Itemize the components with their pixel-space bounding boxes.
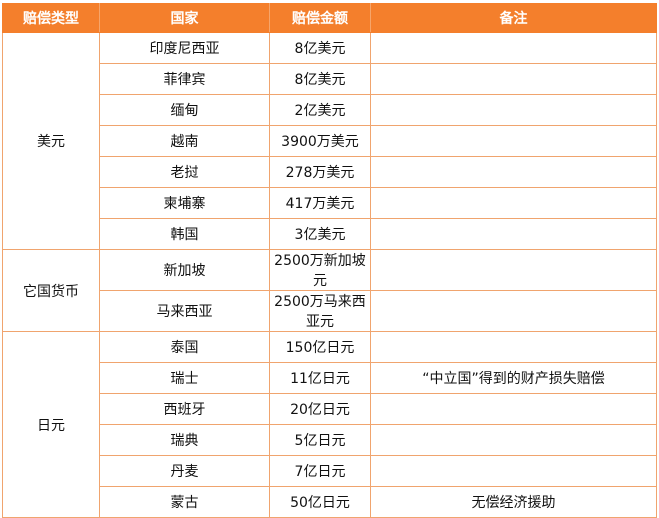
reparations-table: 赔偿类型 国家 赔偿金额 备注 美元 印度尼西亚 8亿美元 菲律宾 8亿美元 缅… (2, 3, 657, 518)
header-type: 赔偿类型 (2, 3, 100, 33)
table-row: 西班牙 20亿日元 (3, 393, 657, 425)
amount-cell: 3900万美元 (269, 125, 371, 157)
amount-cell: 3亿美元 (269, 218, 371, 250)
country-cell: 瑞典 (99, 424, 270, 456)
note-cell (370, 32, 657, 64)
country-cell: 丹麦 (99, 455, 270, 487)
country-cell: 菲律宾 (99, 63, 270, 95)
amount-cell: 150亿日元 (269, 331, 371, 363)
amount-cell: 50亿日元 (269, 486, 371, 518)
note-cell (370, 187, 657, 219)
note-cell (370, 290, 657, 332)
amount-cell: 2500万新加坡元 (269, 249, 371, 291)
country-cell: 瑞士 (99, 362, 270, 394)
table-row: 韩国 3亿美元 (3, 218, 657, 250)
table-header: 赔偿类型 国家 赔偿金额 备注 (2, 3, 657, 33)
country-cell: 蒙古 (99, 486, 270, 518)
note-cell: 无偿经济援助 (370, 486, 657, 518)
type-cell: 美元 (2, 32, 100, 250)
header-amount: 赔偿金额 (269, 3, 371, 33)
note-cell (370, 94, 657, 126)
amount-cell: 8亿美元 (269, 63, 371, 95)
amount-cell: 2亿美元 (269, 94, 371, 126)
country-cell: 越南 (99, 125, 270, 157)
table-row: 老挝 278万美元 (3, 156, 657, 188)
header-note: 备注 (370, 3, 657, 33)
amount-cell: 7亿日元 (269, 455, 371, 487)
note-cell (370, 156, 657, 188)
note-cell (370, 393, 657, 425)
table-row: 越南 3900万美元 (3, 125, 657, 157)
note-cell (370, 455, 657, 487)
amount-cell: 2500万马来西亚元 (269, 290, 371, 332)
note-cell (370, 424, 657, 456)
amount-cell: 278万美元 (269, 156, 371, 188)
country-cell: 印度尼西亚 (99, 32, 270, 64)
table-row: 柬埔寨 417万美元 (3, 187, 657, 219)
table-row: 日元 泰国 150亿日元 (2, 331, 657, 518)
note-cell: “中立国”得到的财产损失赔偿 (370, 362, 657, 394)
amount-cell: 417万美元 (269, 187, 371, 219)
table-row: 美元 印度尼西亚 8亿美元 (2, 32, 657, 250)
table-row: 瑞典 5亿日元 (3, 424, 657, 456)
table-row: 缅甸 2亿美元 (3, 94, 657, 126)
type-cell: 它国货币 (2, 249, 100, 332)
table-row: 丹麦 7亿日元 (3, 455, 657, 487)
amount-cell: 11亿日元 (269, 362, 371, 394)
table-row: 瑞士 11亿日元 “中立国”得到的财产损失赔偿 (3, 362, 657, 394)
country-cell: 韩国 (99, 218, 270, 250)
table-row: 菲律宾 8亿美元 (3, 63, 657, 95)
note-cell (370, 63, 657, 95)
header-country: 国家 (99, 3, 270, 33)
table-body: 美元 印度尼西亚 8亿美元 菲律宾 8亿美元 缅甸 2亿美元 越南 3900万美… (2, 32, 657, 518)
type-cell: 日元 (2, 331, 100, 518)
country-cell: 西班牙 (99, 393, 270, 425)
country-cell: 柬埔寨 (99, 187, 270, 219)
note-cell (370, 331, 657, 363)
country-cell: 缅甸 (99, 94, 270, 126)
header-row: 赔偿类型 国家 赔偿金额 备注 (2, 3, 657, 33)
amount-cell: 8亿美元 (269, 32, 371, 64)
table-row: 马来西亚 2500万马来西亚元 (3, 290, 657, 332)
table-row: 它国货币 新加坡 2500万新加坡元 (2, 249, 657, 332)
note-cell (370, 249, 657, 291)
table-row: 蒙古 50亿日元 无偿经济援助 (3, 486, 657, 518)
country-cell: 新加坡 (99, 249, 270, 291)
amount-cell: 20亿日元 (269, 393, 371, 425)
country-cell: 老挝 (99, 156, 270, 188)
note-cell (370, 125, 657, 157)
amount-cell: 5亿日元 (269, 424, 371, 456)
country-cell: 马来西亚 (99, 290, 270, 332)
country-cell: 泰国 (99, 331, 270, 363)
note-cell (370, 218, 657, 250)
